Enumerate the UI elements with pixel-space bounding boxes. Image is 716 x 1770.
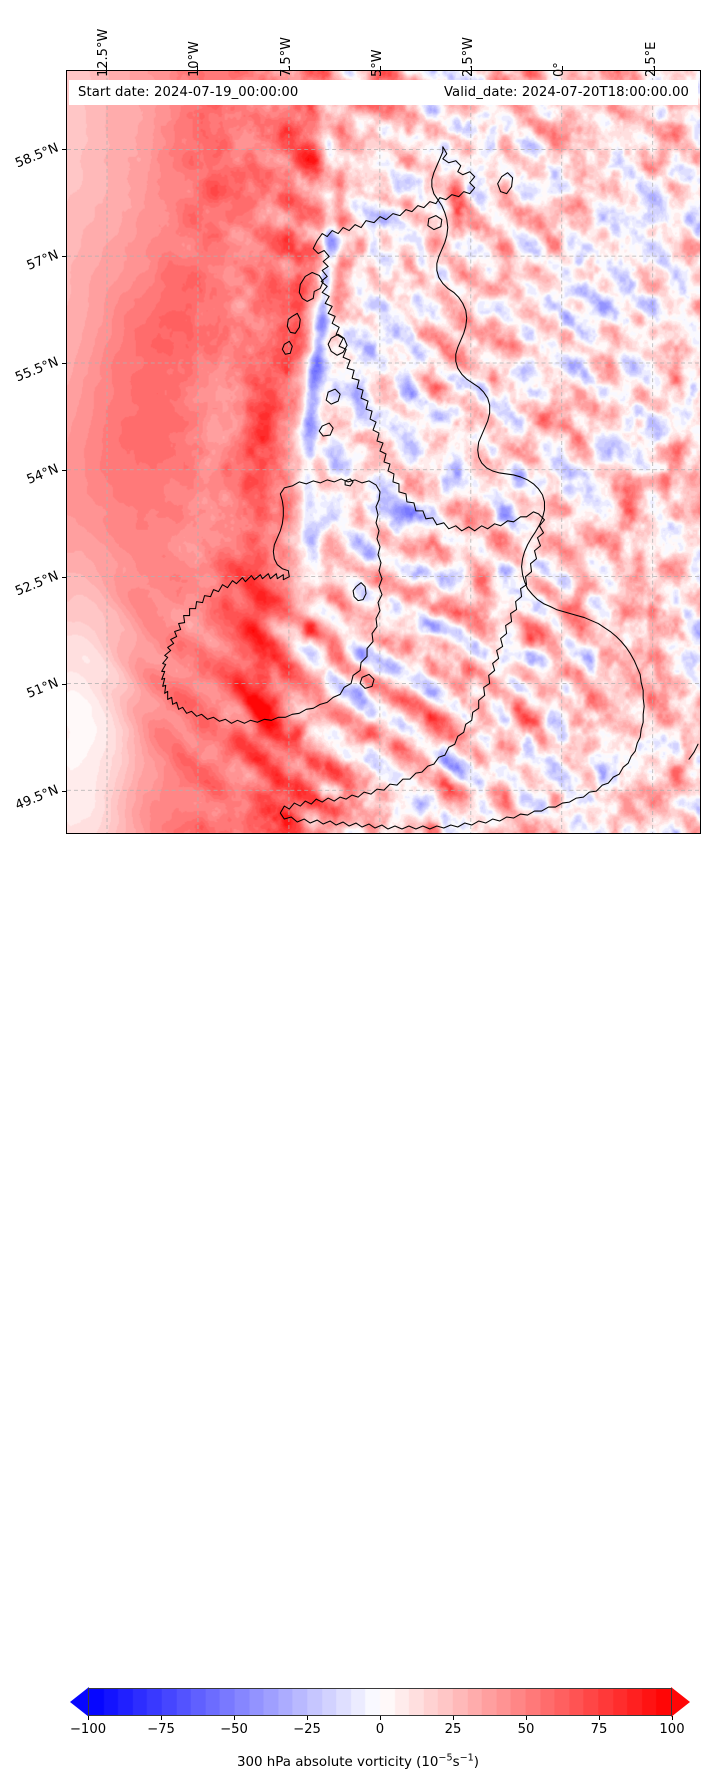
- y-tick-label-6: 58.5°N: [13, 140, 61, 171]
- colorbar-tick-label-2: −50: [220, 1722, 248, 1737]
- x-tick-label-1: 10°W: [187, 41, 203, 77]
- colorbar-tick-label-1: −75: [147, 1722, 175, 1737]
- gridlines: [67, 71, 700, 833]
- coastlines: [161, 146, 699, 830]
- colorbar[interactable]: −100 −75 −50 −25 0 25 50 75 100 300 hPa absolute…: [0, 840, 716, 1770]
- colorbar-tick-0: [88, 1716, 90, 1720]
- coast-rathlin-island: [344, 478, 354, 487]
- x-tick-label-0: 12.5°W: [96, 28, 112, 77]
- colorbar-extend-max-arrow: [671, 1687, 690, 1717]
- x-tick-label-3: 5°W: [369, 49, 385, 77]
- coast-isle-of-mull: [325, 388, 341, 405]
- coast-isle-of-islay: [318, 422, 334, 437]
- x-tick-label-5: 0°: [552, 62, 568, 77]
- coast-outer-hebrides-barra: [281, 340, 293, 355]
- colorbar-tick-label-5: 25: [444, 1722, 462, 1737]
- y-tick-label-3: 54°N: [24, 461, 61, 488]
- colorbar-tick-label-6: 50: [517, 1722, 535, 1737]
- vorticity-field-heatmap: [67, 71, 700, 833]
- colorbar-tick-label-3: −25: [293, 1722, 321, 1737]
- colorbar-tick-3: [307, 1716, 309, 1720]
- colorbar-caption-text: 300 hPa absolute vorticity (10−5s−1): [236, 1753, 480, 1770]
- coast-isle-of-man: [352, 582, 367, 602]
- y-tick-mark-6: [62, 148, 66, 150]
- y-tick-mark-2: [62, 576, 66, 579]
- colorbar-tick-7: [599, 1716, 601, 1720]
- x-tick-mark-5: [562, 66, 564, 70]
- x-tick-mark-6: [653, 66, 655, 70]
- coast-anglesey: [359, 673, 375, 689]
- valid-date-label: Valid_date: 2024-07-20T18:00:00.00: [443, 85, 689, 100]
- x-tick-mark-4: [471, 66, 473, 70]
- figure-canvas: Start date: 2024-07-19_00:00:00 Valid_da…: [0, 28, 716, 1770]
- x-tick-label-6: 2.5°E: [643, 41, 659, 77]
- colorbar-tick-1: [161, 1716, 163, 1720]
- y-tick-mark-4: [62, 362, 66, 364]
- colorbar-canvas: [89, 1689, 671, 1715]
- colorbar-tick-label-0: −100: [69, 1722, 107, 1737]
- y-tick-mark-3: [62, 469, 66, 471]
- x-tick-mark-0: [106, 66, 108, 70]
- x-tick-mark-1: [197, 66, 199, 70]
- colorbar-tick-4: [380, 1716, 382, 1720]
- colorbar-gradient[interactable]: [88, 1688, 672, 1716]
- colorbar-tick-6: [526, 1716, 528, 1720]
- y-tick-label-2: 52.5°N: [13, 568, 61, 600]
- y-tick-label-4: 55.5°N: [13, 354, 61, 386]
- colorbar-tick-8: [672, 1716, 674, 1720]
- y-tick-mark-1: [62, 684, 66, 686]
- y-tick-mark-5: [62, 255, 66, 257]
- start-date-label: Start date: 2024-07-19_00:00:00: [78, 85, 299, 100]
- coast-shetland-islands: [497, 172, 514, 195]
- coast-outer-hebrides-uist: [286, 312, 301, 334]
- title-strip: Start date: 2024-07-19_00:00:00 Valid_da…: [69, 80, 698, 105]
- coast-great-britain: [279, 146, 645, 830]
- colorbar-tick-label-4: 0: [375, 1722, 385, 1737]
- x-tick-label-2: 7.5°W: [278, 36, 294, 77]
- coast-orkney-islands: [427, 215, 443, 231]
- colorbar-caption: 300 hPa absolute vorticity (10−5s−1): [0, 1753, 716, 1770]
- y-tick-label-1: 51°N: [24, 675, 61, 702]
- colorbar-tick-2: [234, 1716, 236, 1720]
- coast-ireland: [161, 478, 383, 724]
- colorbar-tick-5: [453, 1716, 455, 1720]
- y-tick-label-0: 49.5°N: [13, 782, 61, 814]
- coast-isle-of-skye: [327, 333, 348, 356]
- coast-low-countries: [688, 743, 699, 760]
- y-tick-label-5: 57°N: [24, 247, 61, 274]
- colorbar-extend-min-arrow: [70, 1687, 89, 1717]
- x-tick-mark-2: [288, 66, 290, 70]
- x-tick-mark-3: [379, 66, 381, 70]
- x-tick-label-4: 2.5°W: [461, 36, 477, 77]
- colorbar-tick-label-8: 100: [659, 1722, 685, 1737]
- coast-outer-hebrides-lewis: [298, 271, 324, 302]
- y-tick-mark-0: [62, 791, 66, 793]
- map-axes[interactable]: Start date: 2024-07-19_00:00:00 Valid_da…: [66, 70, 701, 834]
- colorbar-tick-label-7: 75: [590, 1722, 608, 1737]
